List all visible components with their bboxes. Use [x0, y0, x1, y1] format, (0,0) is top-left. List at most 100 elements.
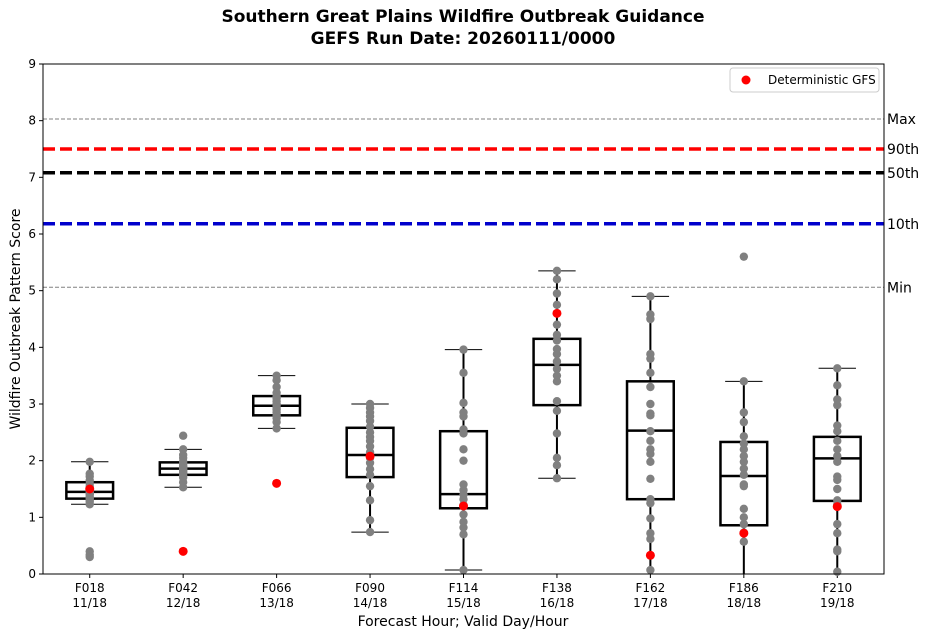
deterministic-gfs-point [459, 501, 468, 511]
ensemble-member-point [459, 445, 468, 454]
ensemble-member-point [646, 382, 655, 392]
ensemble-member-point [459, 530, 468, 539]
ensemble-member-point [739, 504, 749, 514]
ensemble-member-point [833, 529, 842, 538]
x-tick-hour: F162 [635, 581, 665, 595]
plot-frame [42, 63, 885, 575]
ensemble-member-point [646, 474, 655, 483]
deterministic-gfs-point [85, 484, 95, 494]
reference-label-50th: 50th [887, 166, 919, 182]
ensemble-member-point [739, 519, 749, 529]
x-tick-hour: F210 [822, 581, 852, 595]
x-tick-valid: 11/18 [72, 596, 107, 610]
ensemble-member-point [459, 456, 468, 465]
ensemble-member-point [552, 406, 562, 415]
ensemble-member-point [552, 336, 562, 345]
ensemble-member-point [85, 552, 94, 562]
y-tick-label: 5 [28, 284, 36, 298]
ensemble-member-point [552, 275, 562, 284]
ensemble-member-point [552, 300, 562, 310]
reference-label-max: Max [887, 112, 916, 128]
x-axis-label: Forecast Hour; Valid Day/Hour [358, 614, 569, 630]
y-tick-label: 2 [28, 454, 36, 468]
ensemble-member-point [272, 424, 281, 433]
ensemble-member-point [646, 534, 655, 544]
ensemble-member-point [739, 464, 749, 473]
x-tick-hour: F114 [449, 581, 479, 595]
y-tick-label: 4 [28, 340, 36, 354]
x-tick-valid: 18/18 [727, 596, 762, 610]
x-tick-valid: 16/18 [540, 596, 575, 610]
ensemble-member-point [739, 377, 749, 386]
ensemble-member-point [272, 417, 281, 427]
ensemble-member-point [459, 429, 468, 438]
ensemble-member-point [365, 527, 375, 537]
deterministic-gfs-point [832, 502, 842, 512]
ensemble-member-point [646, 498, 655, 508]
ensemble-member-point [833, 457, 842, 466]
legend-label: Deterministic GFS [768, 73, 876, 87]
ensemble-member-point [365, 515, 375, 525]
ensemble-member-point [85, 500, 94, 509]
ensemble-member-point [459, 510, 468, 519]
ensemble-member-point [552, 266, 562, 276]
ensemble-member-point [739, 470, 749, 480]
deterministic-gfs-point [739, 528, 749, 538]
ensemble-member-point [833, 567, 842, 576]
ensemble-member-point [646, 411, 655, 420]
x-tick-hour: F066 [262, 581, 292, 595]
deterministic-gfs-point [552, 308, 562, 318]
ensemble-member-point [739, 513, 749, 522]
ensemble-member-point [739, 537, 749, 546]
ensemble-member-point [646, 565, 655, 575]
legend-frame [729, 67, 880, 93]
x-tick-hour: F186 [729, 581, 759, 595]
ensemble-member-point [646, 427, 655, 436]
legend: Deterministic GFS [729, 67, 880, 93]
ensemble-member-point [739, 432, 749, 441]
ensemble-member-point [272, 376, 281, 385]
x-tick-valid: 14/18 [353, 596, 388, 610]
deterministic-gfs-point [178, 546, 188, 556]
ensemble-member-point [833, 427, 842, 436]
ensemble-member-point [459, 368, 468, 378]
deterministic-gfs-point [645, 550, 655, 560]
ensemble-member-point [739, 408, 749, 417]
ensemble-member-point [833, 381, 842, 390]
ensemble-member-point [646, 399, 655, 409]
x-tick-hour: F018 [75, 581, 105, 595]
ensemble-member-point [365, 470, 375, 480]
y-tick-label: 7 [28, 170, 36, 184]
ensemble-member-point [833, 364, 842, 373]
reference-label-10th: 10th [887, 217, 919, 233]
ensemble-member-point [552, 453, 562, 463]
reference-label-min: Min [887, 280, 912, 296]
y-tick-label: 1 [28, 510, 36, 524]
x-tick-hour: F042 [168, 581, 198, 595]
ensemble-member-point [178, 483, 188, 492]
ensemble-member-point [178, 431, 188, 440]
y-tick-label: 3 [28, 397, 36, 411]
ensemble-member-point [459, 412, 468, 421]
ensemble-member-point [365, 458, 375, 468]
ensemble-member-point [833, 400, 842, 410]
ensemble-member-point [646, 314, 655, 324]
x-tick-valid: 17/18 [633, 596, 668, 610]
ensemble-member-point [365, 496, 375, 505]
ensemble-member-point [459, 565, 468, 575]
ensemble-member-point [552, 357, 562, 366]
ensemble-member-point [552, 364, 562, 374]
y-tick-label: 8 [28, 114, 36, 128]
ensemble-member-point [739, 457, 749, 466]
ensemble-member-point [459, 398, 468, 408]
ensemble-member-point [646, 514, 655, 523]
ensemble-member-point [833, 547, 842, 556]
ensemble-member-point [552, 377, 562, 386]
ensemble-member-point [552, 320, 562, 329]
ensemble-member-point [833, 475, 842, 485]
ensemble-member-point [552, 396, 562, 406]
chart-title: Southern Great Plains Wildfire Outbreak … [222, 7, 705, 27]
ensemble-member-point [739, 445, 749, 454]
x-tick-hour: F090 [355, 581, 385, 595]
